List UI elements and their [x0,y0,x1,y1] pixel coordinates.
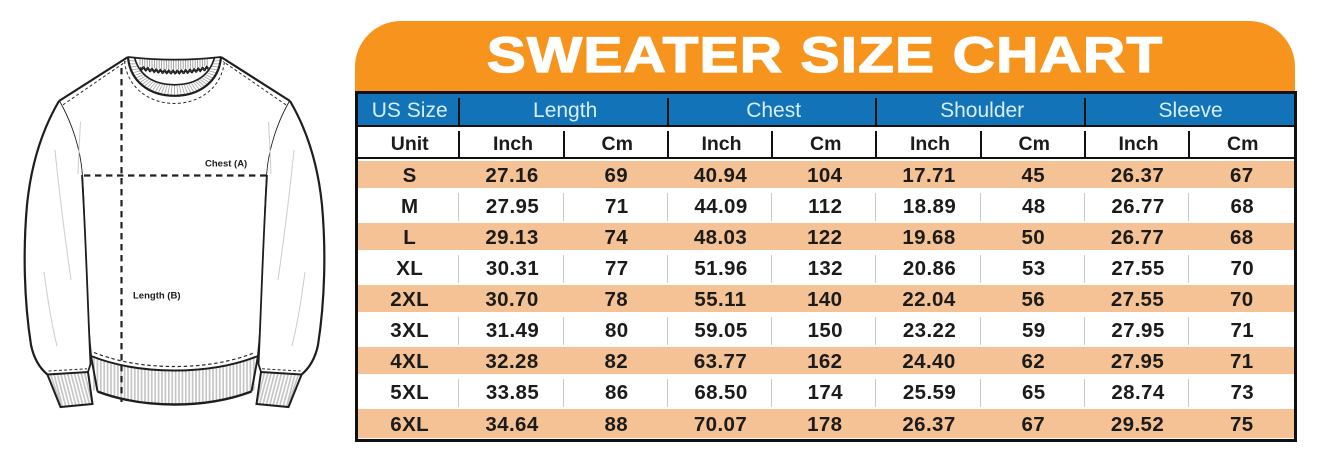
svg-text:Chest (A): Chest (A) [205,159,247,170]
svg-text:Length (B): Length (B) [133,291,181,302]
